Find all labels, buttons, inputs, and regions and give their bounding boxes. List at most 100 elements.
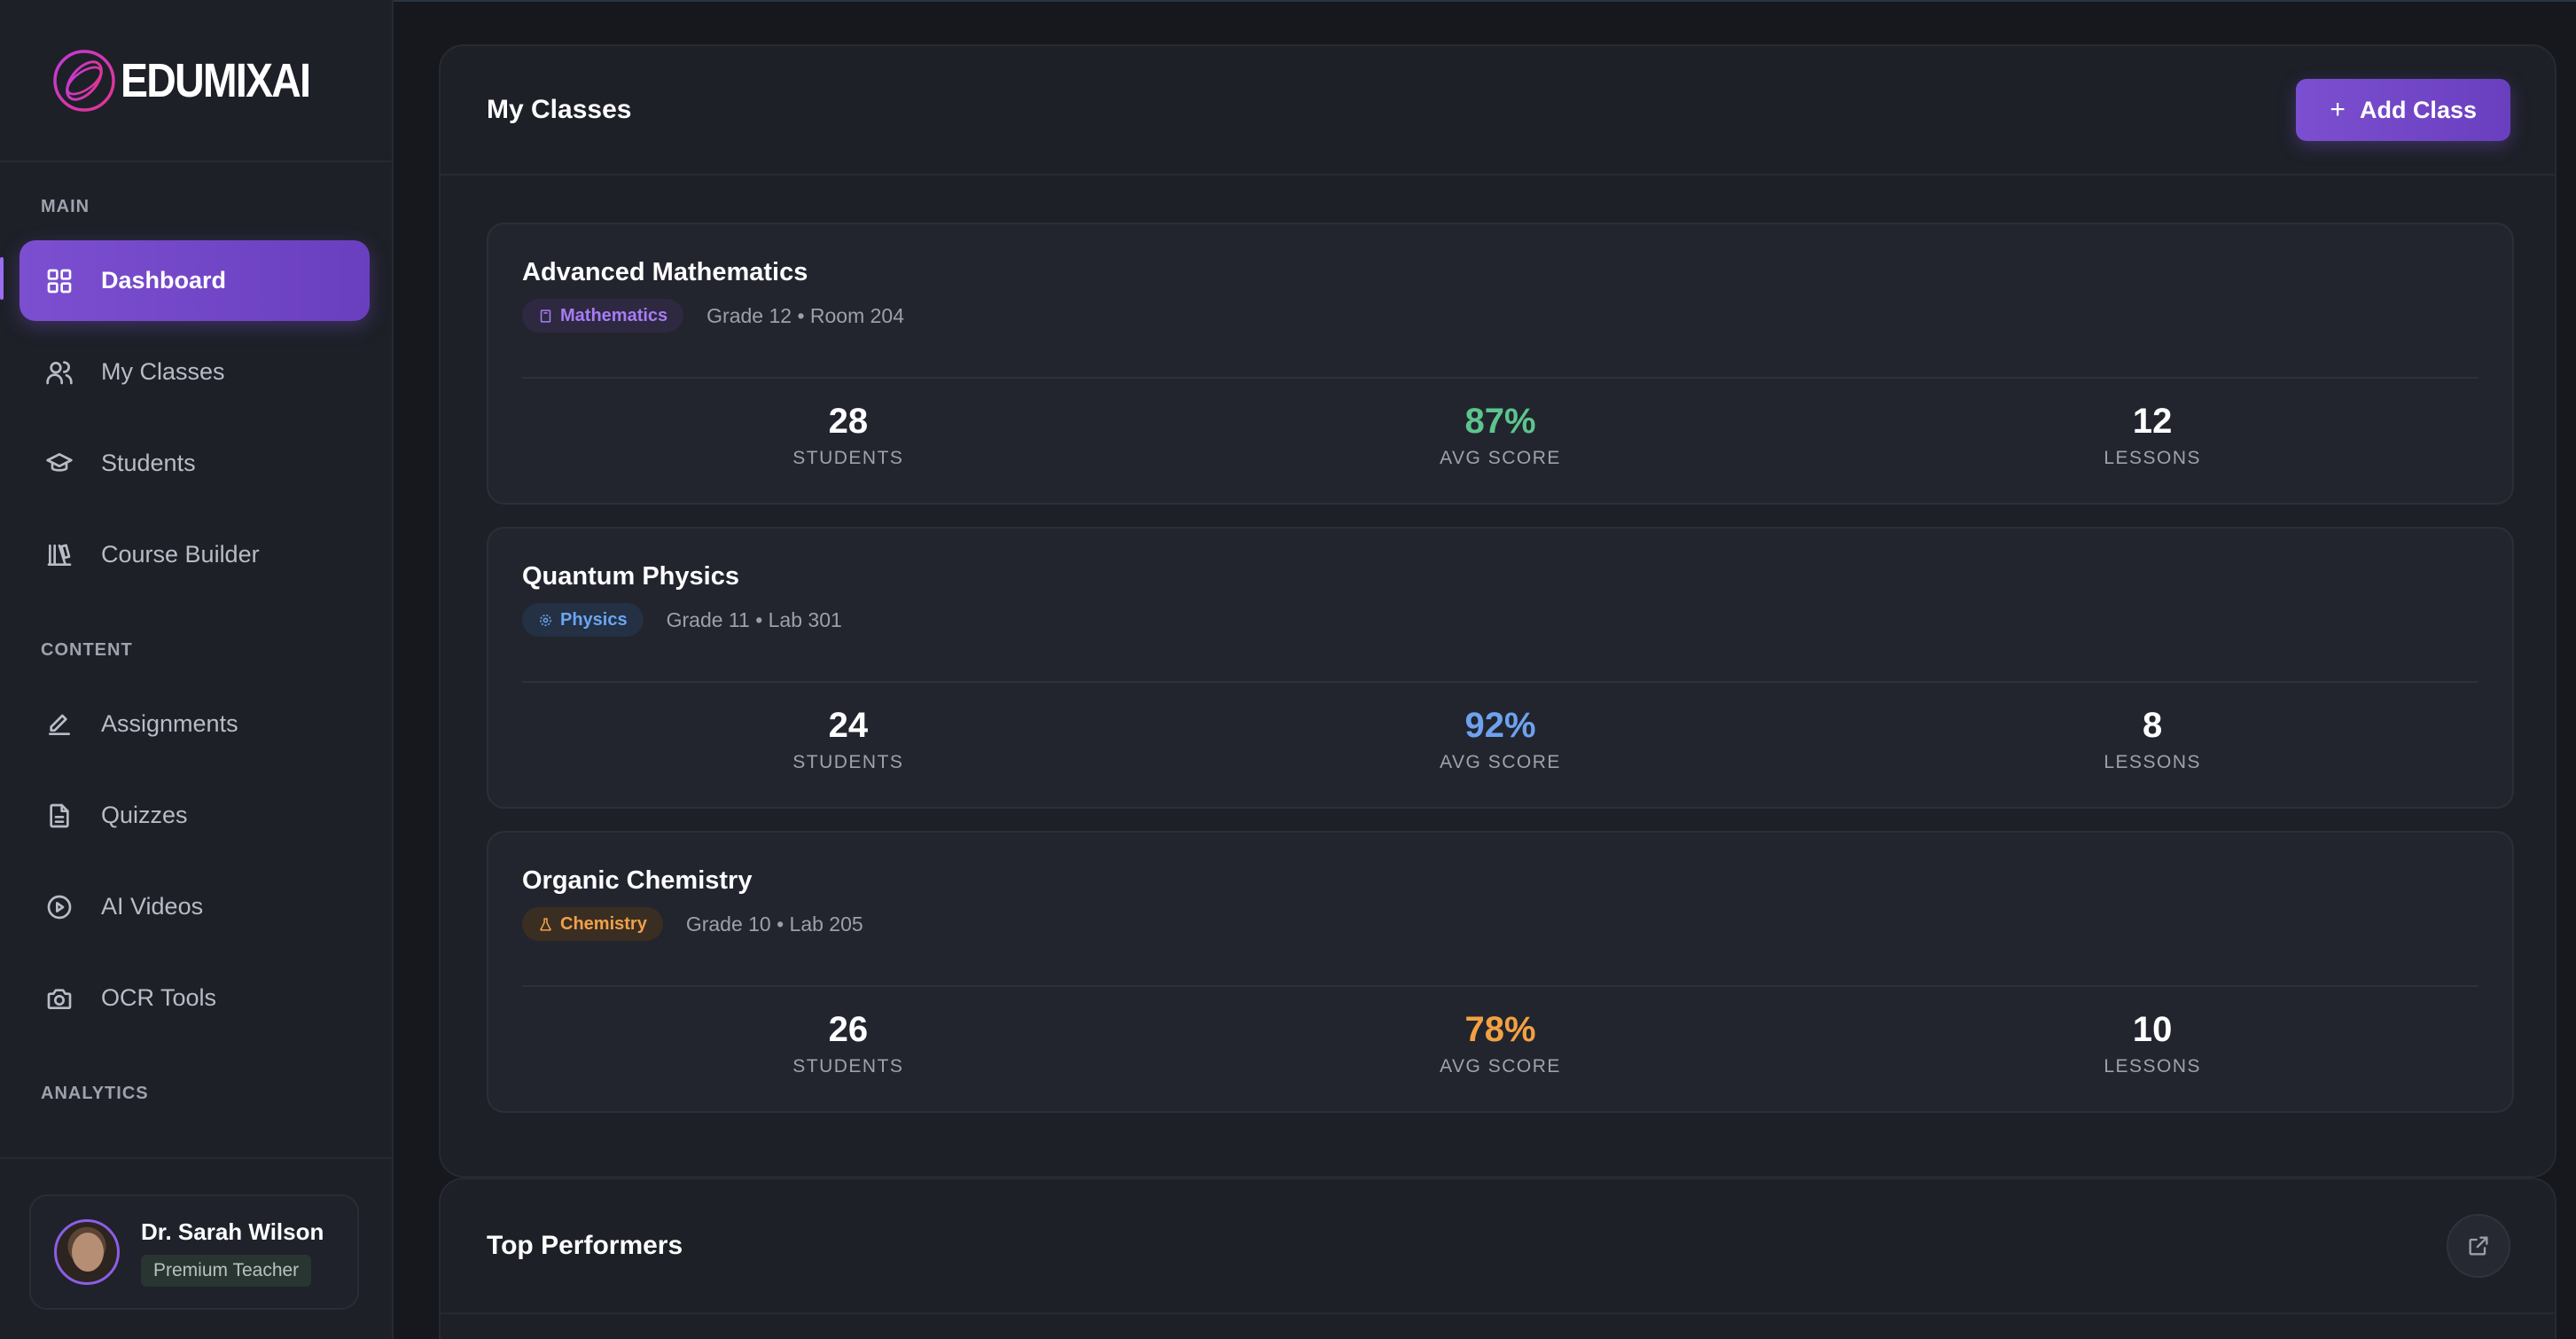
stat-value: 12 [2132, 402, 2173, 441]
sidebar-item-label: AI Videos [101, 893, 204, 920]
flask-icon [540, 917, 551, 931]
class-name: Organic Chemistry [522, 866, 753, 895]
class-card-quantum-physics[interactable]: Quantum Physics Physics Grade 11 • Lab 3… [487, 527, 2514, 809]
logo[interactable]: EDUMIXAI [0, 0, 392, 162]
user-plan-badge: Premium Teacher [141, 1254, 312, 1287]
external-link-icon [2469, 1236, 2488, 1256]
subject-tag: Mathematics [522, 299, 684, 333]
stat-label: STUDENTS [792, 448, 904, 468]
users-icon [44, 357, 74, 388]
library-icon [44, 540, 74, 570]
stat-label: LESSONS [2104, 448, 2202, 468]
stat-label: LESSONS [2104, 1056, 2202, 1077]
sidebar: EDUMIXAI MAIN Dashboard My Classes Stude… [0, 0, 394, 1339]
nav-section-content: CONTENT [41, 640, 133, 660]
panel-header: Top Performers [441, 1179, 2555, 1314]
atom-icon [540, 614, 551, 626]
panel-title: Top Performers [487, 1231, 683, 1260]
sidebar-item-assignments[interactable]: Assignments [20, 684, 370, 764]
card-divider [522, 985, 2478, 987]
add-class-button[interactable]: + Add Class [2296, 79, 2510, 141]
open-external-button[interactable] [2447, 1214, 2510, 1278]
sidebar-item-students[interactable]: Students [20, 423, 370, 504]
stat-students: 24 STUDENTS [522, 706, 1175, 773]
class-card-organic-chemistry[interactable]: Organic Chemistry Chemistry Grade 10 • L… [487, 831, 2514, 1113]
class-meta: Physics Grade 11 • Lab 301 [522, 603, 842, 637]
sidebar-item-my-classes[interactable]: My Classes [20, 332, 370, 412]
class-stats: 24 STUDENTS 92% AVG SCORE 8 LESSONS [522, 706, 2478, 773]
sidebar-item-label: Students [101, 450, 196, 476]
user-name: Dr. Sarah Wilson [141, 1218, 324, 1245]
plus-icon: + [2330, 95, 2346, 124]
sidebar-item-ocr-tools[interactable]: OCR Tools [20, 958, 370, 1038]
stat-value: 28 [828, 402, 869, 441]
class-card-advanced-mathematics[interactable]: Advanced Mathematics Mathematics Grade 1… [487, 223, 2514, 505]
stat-students: 28 STUDENTS [522, 402, 1175, 469]
subject-tag-label: Physics [560, 609, 628, 630]
stat-value: 10 [2132, 1010, 2173, 1049]
top-performers-panel: Top Performers [439, 1178, 2556, 1339]
subject-tag: Chemistry [522, 907, 663, 941]
stat-avg-score: 87% AVG SCORE [1175, 402, 1827, 469]
sidebar-item-label: Dashboard [101, 267, 227, 294]
stat-value: 26 [828, 1010, 869, 1049]
sidebar-item-label: Assignments [101, 710, 238, 737]
graduation-cap-icon [44, 449, 74, 479]
panel-title: My Classes [487, 95, 632, 124]
class-grade-room: Grade 11 • Lab 301 [666, 607, 842, 631]
stat-students: 26 STUDENTS [522, 1010, 1175, 1077]
active-indicator [0, 257, 4, 300]
class-meta: Mathematics Grade 12 • Room 204 [522, 299, 904, 333]
logo-mark-icon [53, 49, 115, 112]
stat-lessons: 12 LESSONS [1826, 402, 2478, 469]
pen-icon [44, 709, 74, 740]
camera-icon [44, 983, 74, 1014]
sidebar-item-course-builder[interactable]: Course Builder [20, 514, 370, 595]
sidebar-footer: Dr. Sarah Wilson Premium Teacher [0, 1157, 392, 1339]
stat-label: AVG SCORE [1440, 752, 1561, 772]
sidebar-item-dashboard[interactable]: Dashboard [20, 240, 370, 321]
sidebar-item-quizzes[interactable]: Quizzes [20, 775, 370, 856]
user-profile-card[interactable]: Dr. Sarah Wilson Premium Teacher [29, 1194, 359, 1310]
class-meta: Chemistry Grade 10 • Lab 205 [522, 907, 863, 941]
sidebar-item-label: Quizzes [101, 802, 188, 828]
stat-label: AVG SCORE [1440, 1056, 1561, 1077]
subject-tag-label: Chemistry [560, 913, 647, 934]
stat-value-score: 87% [1464, 402, 1536, 441]
subject-tag: Physics [522, 603, 644, 637]
stat-label: STUDENTS [792, 752, 904, 772]
add-class-label: Add Class [2359, 96, 2477, 123]
stat-lessons: 8 LESSONS [1826, 706, 2478, 773]
my-classes-panel: My Classes + Add Class Advanced Mathemat… [439, 44, 2556, 1178]
class-stats: 28 STUDENTS 87% AVG SCORE 12 LESSONS [522, 402, 2478, 469]
stat-label: AVG SCORE [1440, 448, 1561, 468]
stat-avg-score: 92% AVG SCORE [1175, 706, 1827, 773]
panel-header: My Classes + Add Class [441, 46, 2555, 176]
stat-value-score: 78% [1464, 1010, 1536, 1049]
play-circle-icon [44, 892, 74, 922]
sidebar-item-label: OCR Tools [101, 984, 217, 1011]
stat-value: 8 [2143, 706, 2163, 745]
class-stats: 26 STUDENTS 78% AVG SCORE 10 LESSONS [522, 1010, 2478, 1077]
sidebar-item-label: Course Builder [101, 541, 260, 568]
class-name: Advanced Mathematics [522, 258, 808, 286]
file-text-icon [44, 801, 74, 831]
card-divider [522, 377, 2478, 379]
sidebar-item-ai-videos[interactable]: AI Videos [20, 866, 370, 947]
class-name: Quantum Physics [522, 562, 739, 591]
nav-section-main: MAIN [41, 197, 90, 216]
grid-icon [44, 266, 74, 296]
card-divider [522, 681, 2478, 683]
stat-lessons: 10 LESSONS [1826, 1010, 2478, 1077]
stat-value: 24 [828, 706, 869, 745]
nav-section-analytics: ANALYTICS [41, 1084, 149, 1103]
subject-tag-label: Mathematics [560, 305, 668, 325]
class-grade-room: Grade 10 • Lab 205 [685, 912, 863, 936]
stat-avg-score: 78% AVG SCORE [1175, 1010, 1827, 1077]
class-grade-room: Grade 12 • Room 204 [706, 303, 905, 327]
avatar [54, 1219, 120, 1285]
top-border [394, 0, 2576, 2]
stat-label: STUDENTS [792, 1056, 904, 1077]
stat-label: LESSONS [2104, 752, 2202, 772]
